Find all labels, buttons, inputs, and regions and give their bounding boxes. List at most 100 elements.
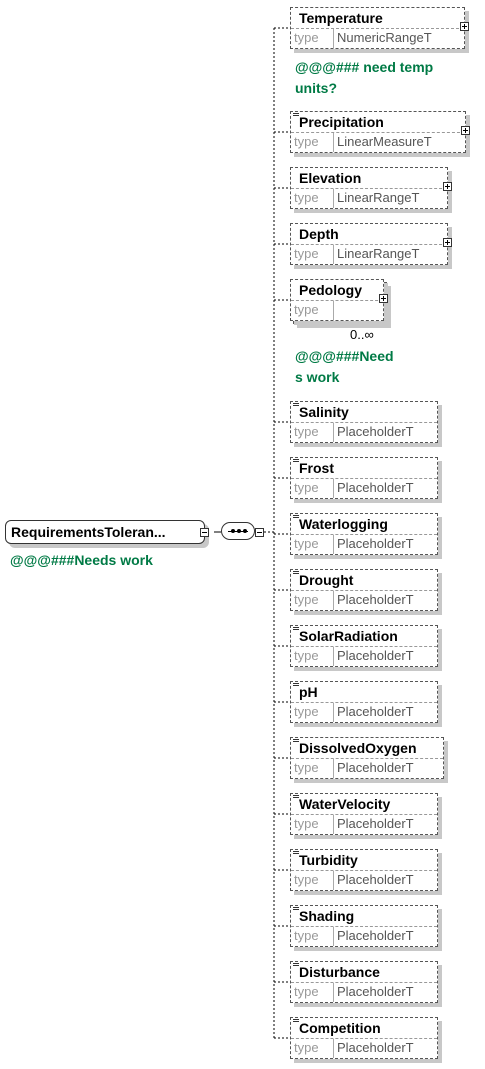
element-name: Depth [299,226,339,242]
documentation-icon [293,907,299,912]
element-divider [291,300,383,301]
element-divider [291,478,437,479]
element-name: SolarRadiation [299,628,398,644]
element-name: Drought [299,572,354,588]
root-collapse-icon[interactable] [200,528,209,537]
documentation-icon [293,627,299,632]
element-divider [291,870,437,871]
element-divider [291,590,437,591]
type-label: type [294,536,319,551]
type-label: type [294,190,319,205]
sequence-collapse-icon[interactable] [255,528,264,537]
type-separator [333,983,334,1002]
documentation-icon [293,515,299,520]
element-box-salinity[interactable]: Salinity type PlaceholderT [290,401,438,443]
documentation-icon [293,739,299,744]
type-label: type [294,302,319,317]
element-name: pH [299,684,318,700]
sequence-compositor[interactable] [221,522,255,540]
sequence-dot-icon [243,529,247,533]
element-box-dissolvedoxygen[interactable]: DissolvedOxygen type PlaceholderT [290,737,444,779]
type-separator [333,29,334,48]
expand-icon[interactable] [461,126,470,135]
element-box-pedology[interactable]: Pedology type [290,279,384,321]
sequence-dot-icon [237,529,241,533]
element-divider [291,132,465,133]
element-divider [291,534,437,535]
type-label: type [294,760,319,775]
element-box-competition[interactable]: Competition type PlaceholderT [290,1017,438,1059]
element-divider [291,702,437,703]
type-value: PlaceholderT [337,872,414,887]
annotation-line: units? [295,80,337,96]
element-divider [291,1038,437,1039]
type-label: type [294,246,319,261]
documentation-icon [293,683,299,688]
expand-icon[interactable] [379,294,388,303]
element-annotation: @@@###Need s work [295,346,394,388]
element-name: Temperature [299,10,383,26]
element-name: Competition [299,1020,381,1036]
element-box-precipitation[interactable]: Precipitation type LinearMeasureT [290,111,466,153]
type-label: type [294,30,319,45]
documentation-icon [293,795,299,800]
element-box-elevation[interactable]: Elevation type LinearRangeT [290,167,448,209]
root-element[interactable]: RequirementsToleran... [5,520,205,544]
element-name: Precipitation [299,114,384,130]
type-label: type [294,648,319,663]
documentation-icon [293,1019,299,1024]
element-divider [291,982,437,983]
type-separator [333,647,334,666]
annotation-line: @@@###Need [295,348,394,364]
element-box-disturbance[interactable]: Disturbance type PlaceholderT [290,961,438,1003]
element-box-ph[interactable]: pH type PlaceholderT [290,681,438,723]
element-divider [291,758,443,759]
type-value: PlaceholderT [337,480,414,495]
type-separator [333,871,334,890]
type-separator [333,1039,334,1058]
element-name: DissolvedOxygen [299,740,417,756]
type-value: LinearRangeT [337,190,420,205]
documentation-icon [293,571,299,576]
sequence-dot-icon [231,529,235,533]
type-value: PlaceholderT [337,592,414,607]
element-name: WaterVelocity [299,796,391,812]
element-box-turbidity[interactable]: Turbidity type PlaceholderT [290,849,438,891]
expand-icon[interactable] [443,182,452,191]
type-separator [333,759,334,778]
type-value: PlaceholderT [337,648,414,663]
element-box-drought[interactable]: Drought type PlaceholderT [290,569,438,611]
root-annotation: @@@###Needs work [10,552,153,568]
annotation-line: s work [295,369,340,385]
type-value: PlaceholderT [337,424,414,439]
element-box-shading[interactable]: Shading type PlaceholderT [290,905,438,947]
element-divider [291,814,437,815]
type-value: LinearMeasureT [337,134,432,149]
root-element-name: RequirementsToleran... [11,524,166,540]
type-separator [333,245,334,264]
element-name: Pedology [299,282,363,298]
documentation-icon [293,963,299,968]
documentation-icon [293,113,299,118]
element-divider [291,28,464,29]
element-box-solarradiation[interactable]: SolarRadiation type PlaceholderT [290,625,438,667]
element-divider [291,646,437,647]
annotation-line: @@@### need temp [295,59,434,75]
element-divider [291,422,437,423]
element-box-temperature[interactable]: Temperature type NumericRangeT [290,7,465,49]
type-value: PlaceholderT [337,1040,414,1055]
expand-icon[interactable] [460,22,469,31]
type-label: type [294,704,319,719]
element-box-depth[interactable]: Depth type LinearRangeT [290,223,448,265]
type-separator [333,927,334,946]
type-separator [333,189,334,208]
expand-icon[interactable] [443,238,452,247]
element-box-watervelocity[interactable]: WaterVelocity type PlaceholderT [290,793,438,835]
element-box-frost[interactable]: Frost type PlaceholderT [290,457,438,499]
element-divider [291,188,447,189]
type-separator [333,479,334,498]
type-label: type [294,480,319,495]
element-box-waterlogging[interactable]: Waterlogging type PlaceholderT [290,513,438,555]
